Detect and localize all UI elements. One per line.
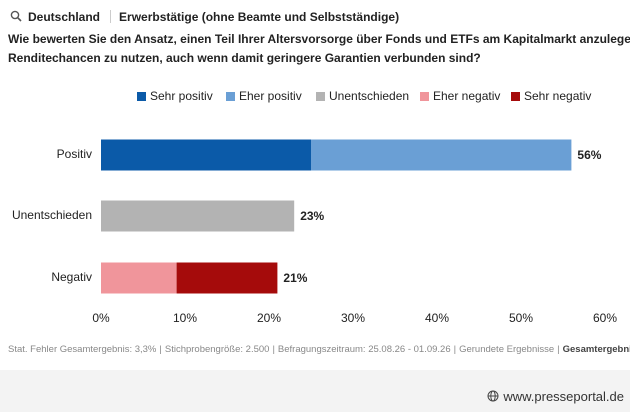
globe-icon	[487, 390, 499, 402]
legend-swatch	[511, 92, 520, 101]
total-label: 21%	[283, 271, 307, 285]
region: Deutschland	[28, 10, 101, 24]
y-tick-label: Positiv	[57, 147, 92, 161]
watermark-text: www.presseportal.de	[503, 389, 624, 404]
bar-segment	[101, 200, 295, 232]
search-icon	[10, 10, 22, 22]
x-tick-label: 60%	[593, 311, 617, 325]
footer-item: Gesamtergebnis	[562, 344, 630, 355]
bar-segment	[101, 139, 311, 171]
x-tick-label: 50%	[509, 311, 533, 325]
bar-segment	[176, 262, 278, 294]
header: Deutschland Erwerbstätige (ohne Beamte un…	[10, 10, 399, 24]
legend-swatch	[137, 92, 146, 101]
footer-item: Gerundete Ergebnisse	[459, 344, 555, 355]
watermark-band: www.presseportal.de	[0, 370, 630, 412]
footer-item: Stichprobengröße: 2.500	[164, 344, 270, 355]
question-line: Wie bewerten Sie den Ansatz, einen Teil …	[8, 32, 630, 46]
y-tick-label: Negativ	[51, 270, 92, 284]
x-tick-label: 20%	[257, 311, 281, 325]
footer-item: Befragungszeitraum: 25.08.26 - 01.09.26	[277, 344, 451, 355]
bar-segment	[101, 262, 177, 294]
legend-label: Unentschieden	[329, 89, 409, 103]
x-tick-label: 10%	[173, 311, 197, 325]
total-label: 23%	[300, 209, 324, 223]
y-tick-label: Unentschieden	[12, 208, 92, 222]
x-tick-label: 0%	[92, 311, 110, 325]
bar-segment	[311, 139, 572, 171]
legend-swatch	[316, 92, 325, 101]
group: Erwerbstätige (ohne Beamte und Selbststä…	[119, 10, 400, 24]
legend-swatch	[226, 92, 235, 101]
legend-label: Eher positiv	[239, 89, 302, 103]
chart: Sehr positiv Eher positiv Unentschieden Ehe…	[12, 89, 617, 325]
legend-swatch	[420, 92, 429, 101]
legend-label: Sehr negativ	[524, 89, 591, 103]
footer-item: Stat. Fehler Gesamtergebnis: 3,3%	[8, 344, 157, 355]
legend-label: Sehr positiv	[150, 89, 213, 103]
x-tick-label: 40%	[425, 311, 449, 325]
watermark: www.presseportal.de	[487, 389, 624, 404]
legend-label: Eher negativ	[433, 89, 500, 103]
total-label: 56%	[577, 148, 601, 162]
x-tick-label: 30%	[341, 311, 365, 325]
question-line: Renditechancen zu nutzen, auch wenn dami…	[8, 51, 481, 65]
footer: Stat. Fehler Gesamtergebnis: 3,3% | Stichp…	[8, 344, 630, 355]
